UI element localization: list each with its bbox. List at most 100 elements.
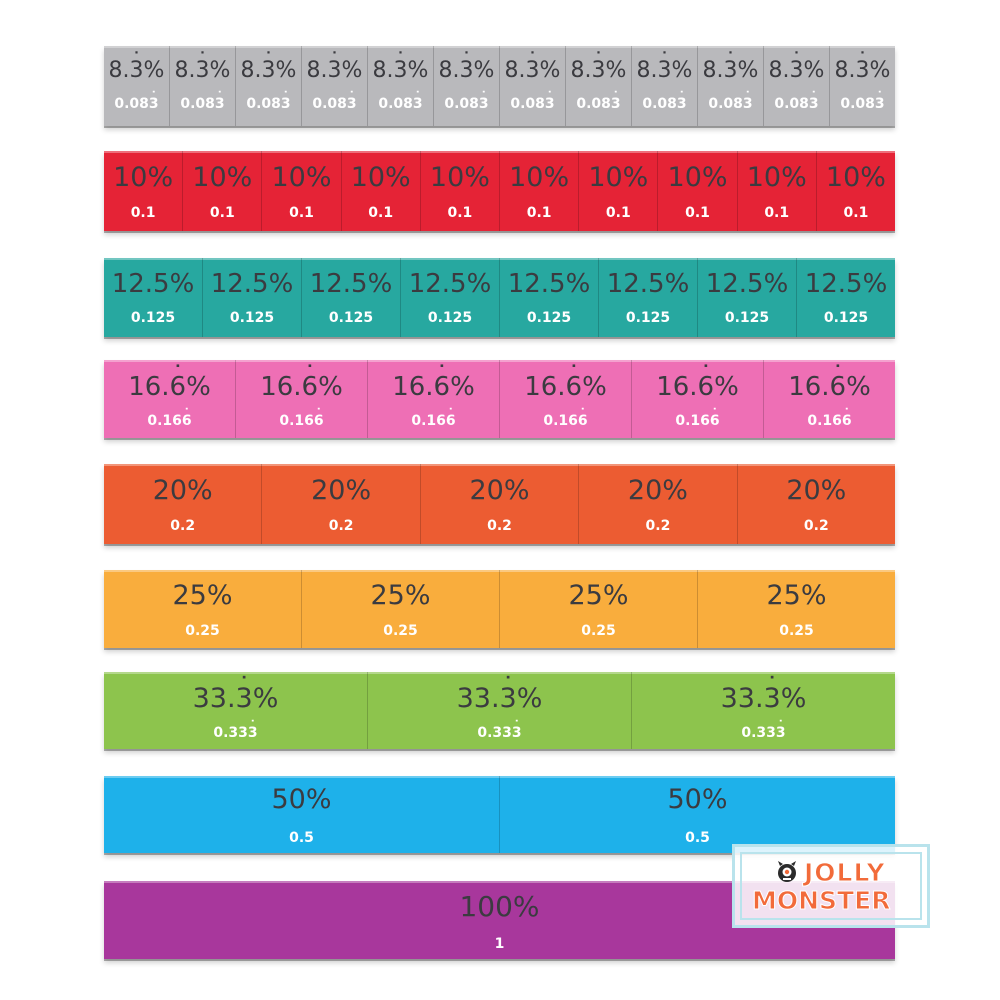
fraction-tile: 20% 0.2 — [419, 464, 578, 544]
fraction-tile: 10% 0.1 — [578, 151, 657, 231]
decimal-label: 0.1 — [130, 205, 156, 221]
recurring-digit: 3 — [875, 97, 885, 111]
fraction-tile: 8.3% 0.083 — [697, 46, 763, 126]
recurring-digit: 6 — [446, 414, 456, 428]
percent-label: 20% — [627, 475, 688, 506]
percent-label: 8.3% — [373, 60, 429, 82]
decimal-label: 0.125 — [427, 310, 473, 326]
decimal-label: 0.333 — [477, 726, 521, 740]
recurring-digit: 6 — [302, 374, 319, 400]
percent-label: 16.6% — [392, 374, 475, 400]
fraction-tile: 16.6% 0.166 — [763, 360, 895, 438]
fraction-tile: 16.6% 0.166 — [235, 360, 367, 438]
fraction-strip-eighths: 12.5% 0.125 12.5% 0.125 12.5% 0.125 12.5% 0.125… — [104, 258, 895, 337]
recurring-digit: 6 — [710, 414, 720, 428]
recurring-digit: 3 — [236, 685, 253, 712]
decimal-label: 0.166 — [147, 414, 191, 428]
fraction-tile: 12.5% 0.125 — [499, 258, 598, 337]
decimal-label: 0.166 — [411, 414, 455, 428]
percent-label: 16.6% — [260, 374, 343, 400]
decimal-label: 1 — [494, 936, 505, 952]
decimal-label: 0.083 — [840, 97, 884, 111]
fraction-tile: 100% 1 — [104, 881, 895, 959]
fraction-tile: 16.6% 0.166 — [631, 360, 763, 438]
fraction-tile: 16.6% 0.166 — [499, 360, 631, 438]
percent-label: 8.3% — [241, 60, 297, 82]
percent-label: 8.3% — [835, 60, 891, 82]
fraction-tile: 10% 0.1 — [815, 151, 895, 231]
fraction-tile: 10% 0.1 — [419, 151, 499, 231]
decimal-label: 0.166 — [279, 414, 323, 428]
fraction-tile: 10% 0.1 — [182, 151, 261, 231]
fraction-tile: 25% 0.25 — [104, 570, 301, 648]
fraction-tile: 16.6% 0.166 — [367, 360, 499, 438]
percent-label: 25% — [568, 580, 629, 611]
decimal-label: 0.1 — [209, 205, 235, 221]
recurring-digit: 3 — [776, 726, 786, 740]
recurring-digit: 6 — [170, 374, 187, 400]
percent-label: 10% — [825, 162, 886, 193]
fraction-tile: 8.3% 0.083 — [829, 46, 895, 126]
decimal-label: 0.125 — [724, 310, 770, 326]
decimal-label: 0.166 — [675, 414, 719, 428]
percent-label: 12.5% — [111, 269, 195, 299]
percent-label: 20% — [786, 475, 847, 506]
fraction-tile: 25% 0.25 — [301, 570, 499, 648]
fraction-strip-quarters: 25% 0.25 25% 0.25 25% 0.25 25% 0.25 — [104, 570, 895, 648]
percent-label: 8.3% — [571, 60, 627, 82]
decimal-label: 0.25 — [779, 623, 814, 639]
percent-label: 50% — [271, 784, 332, 815]
fraction-strip-halves: 50% 0.5 50% 0.5 — [104, 776, 895, 853]
decimal-label: 0.083 — [312, 97, 356, 111]
decimal-label: 0.083 — [378, 97, 422, 111]
recurring-digit: 3 — [215, 97, 225, 111]
fraction-tile: 8.3% 0.083 — [235, 46, 301, 126]
decimal-label: 0.1 — [526, 205, 552, 221]
percent-label: 50% — [667, 784, 728, 815]
percent-label: 12.5% — [705, 269, 789, 299]
percent-label: 25% — [172, 580, 233, 611]
recurring-digit: 3 — [611, 97, 621, 111]
decimal-label: 0.2 — [328, 518, 354, 534]
recurring-digit: 3 — [196, 60, 210, 82]
recurring-digit: 6 — [434, 374, 451, 400]
fraction-tile: 8.3% 0.083 — [499, 46, 565, 126]
percent-label: 12.5% — [507, 269, 591, 299]
fraction-tile: 20% 0.2 — [578, 464, 736, 544]
fraction-tile: 10% 0.1 — [261, 151, 340, 231]
decimal-label: 0.083 — [114, 97, 158, 111]
fraction-tile: 10% 0.1 — [499, 151, 578, 231]
decimal-label: 0.25 — [581, 623, 616, 639]
recurring-digit: 6 — [842, 414, 852, 428]
decimal-label: 0.125 — [328, 310, 374, 326]
fraction-strip-sixths: 16.6% 0.166 16.6% 0.166 16.6% 0.166 16.6% 0.166… — [104, 360, 895, 438]
decimal-label: 0.1 — [605, 205, 631, 221]
percent-label: 10% — [350, 162, 411, 193]
jolly-monster-logo: JOLLY MONSTER — [732, 844, 930, 928]
fraction-tile: 10% 0.1 — [657, 151, 736, 231]
percent-label: 25% — [370, 580, 431, 611]
percent-label: 20% — [311, 475, 372, 506]
percent-label: 12.5% — [804, 269, 888, 299]
percent-label: 33.3% — [193, 685, 279, 712]
fraction-tile: 33.3% 0.333 — [367, 672, 631, 749]
recurring-digit: 3 — [413, 97, 423, 111]
fraction-strip-twelfths: 8.3% 0.083 8.3% 0.083 8.3% 0.083 8.3% 0.083 8.3%… — [104, 46, 895, 126]
percent-label: 33.3% — [721, 685, 807, 712]
decimal-label: 0.125 — [229, 310, 275, 326]
recurring-digit: 3 — [460, 60, 474, 82]
recurring-digit: 6 — [182, 414, 192, 428]
fraction-tile: 8.3% 0.083 — [631, 46, 697, 126]
decimal-label: 0.083 — [576, 97, 620, 111]
fraction-tile: 33.3% 0.333 — [104, 672, 367, 749]
fraction-tile: 50% 0.5 — [104, 776, 499, 853]
decimal-label: 0.1 — [447, 205, 473, 221]
logo-inner-frame — [740, 852, 922, 920]
recurring-digit: 3 — [856, 60, 870, 82]
fraction-tile: 12.5% 0.125 — [202, 258, 301, 337]
percent-label: 8.3% — [769, 60, 825, 82]
fraction-tile: 8.3% 0.083 — [104, 46, 169, 126]
decimal-label: 0.083 — [246, 97, 290, 111]
percent-label: 20% — [469, 475, 530, 506]
fraction-tile: 25% 0.25 — [499, 570, 697, 648]
